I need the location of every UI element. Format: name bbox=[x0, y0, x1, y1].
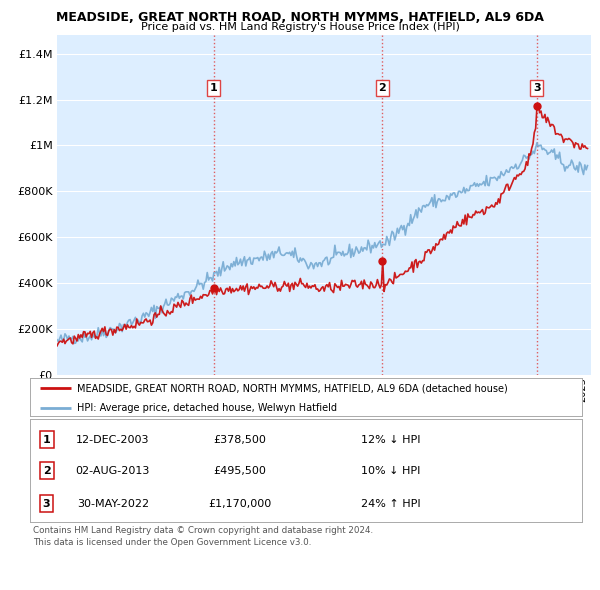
Text: 24% ↑ HPI: 24% ↑ HPI bbox=[361, 499, 421, 509]
Text: 3: 3 bbox=[43, 499, 50, 509]
Text: £1,170,000: £1,170,000 bbox=[208, 499, 271, 509]
Text: Price paid vs. HM Land Registry's House Price Index (HPI): Price paid vs. HM Land Registry's House … bbox=[140, 22, 460, 32]
Text: HPI: Average price, detached house, Welwyn Hatfield: HPI: Average price, detached house, Welw… bbox=[77, 402, 337, 412]
Text: 3: 3 bbox=[533, 83, 541, 93]
Text: 1: 1 bbox=[210, 83, 218, 93]
Text: 1: 1 bbox=[43, 435, 50, 444]
Text: 2: 2 bbox=[43, 466, 50, 476]
Text: MEADSIDE, GREAT NORTH ROAD, NORTH MYMMS, HATFIELD, AL9 6DA (detached house): MEADSIDE, GREAT NORTH ROAD, NORTH MYMMS,… bbox=[77, 384, 508, 394]
Text: Contains HM Land Registry data © Crown copyright and database right 2024.
This d: Contains HM Land Registry data © Crown c… bbox=[33, 526, 373, 547]
Text: £378,500: £378,500 bbox=[214, 435, 266, 444]
Text: 30-MAY-2022: 30-MAY-2022 bbox=[77, 499, 149, 509]
Text: MEADSIDE, GREAT NORTH ROAD, NORTH MYMMS, HATFIELD, AL9 6DA: MEADSIDE, GREAT NORTH ROAD, NORTH MYMMS,… bbox=[56, 11, 544, 24]
Text: 12-DEC-2003: 12-DEC-2003 bbox=[76, 435, 149, 444]
Text: 02-AUG-2013: 02-AUG-2013 bbox=[76, 466, 150, 476]
Text: 10% ↓ HPI: 10% ↓ HPI bbox=[361, 466, 421, 476]
Text: 12% ↓ HPI: 12% ↓ HPI bbox=[361, 435, 421, 444]
Text: £495,500: £495,500 bbox=[214, 466, 266, 476]
Text: 2: 2 bbox=[379, 83, 386, 93]
